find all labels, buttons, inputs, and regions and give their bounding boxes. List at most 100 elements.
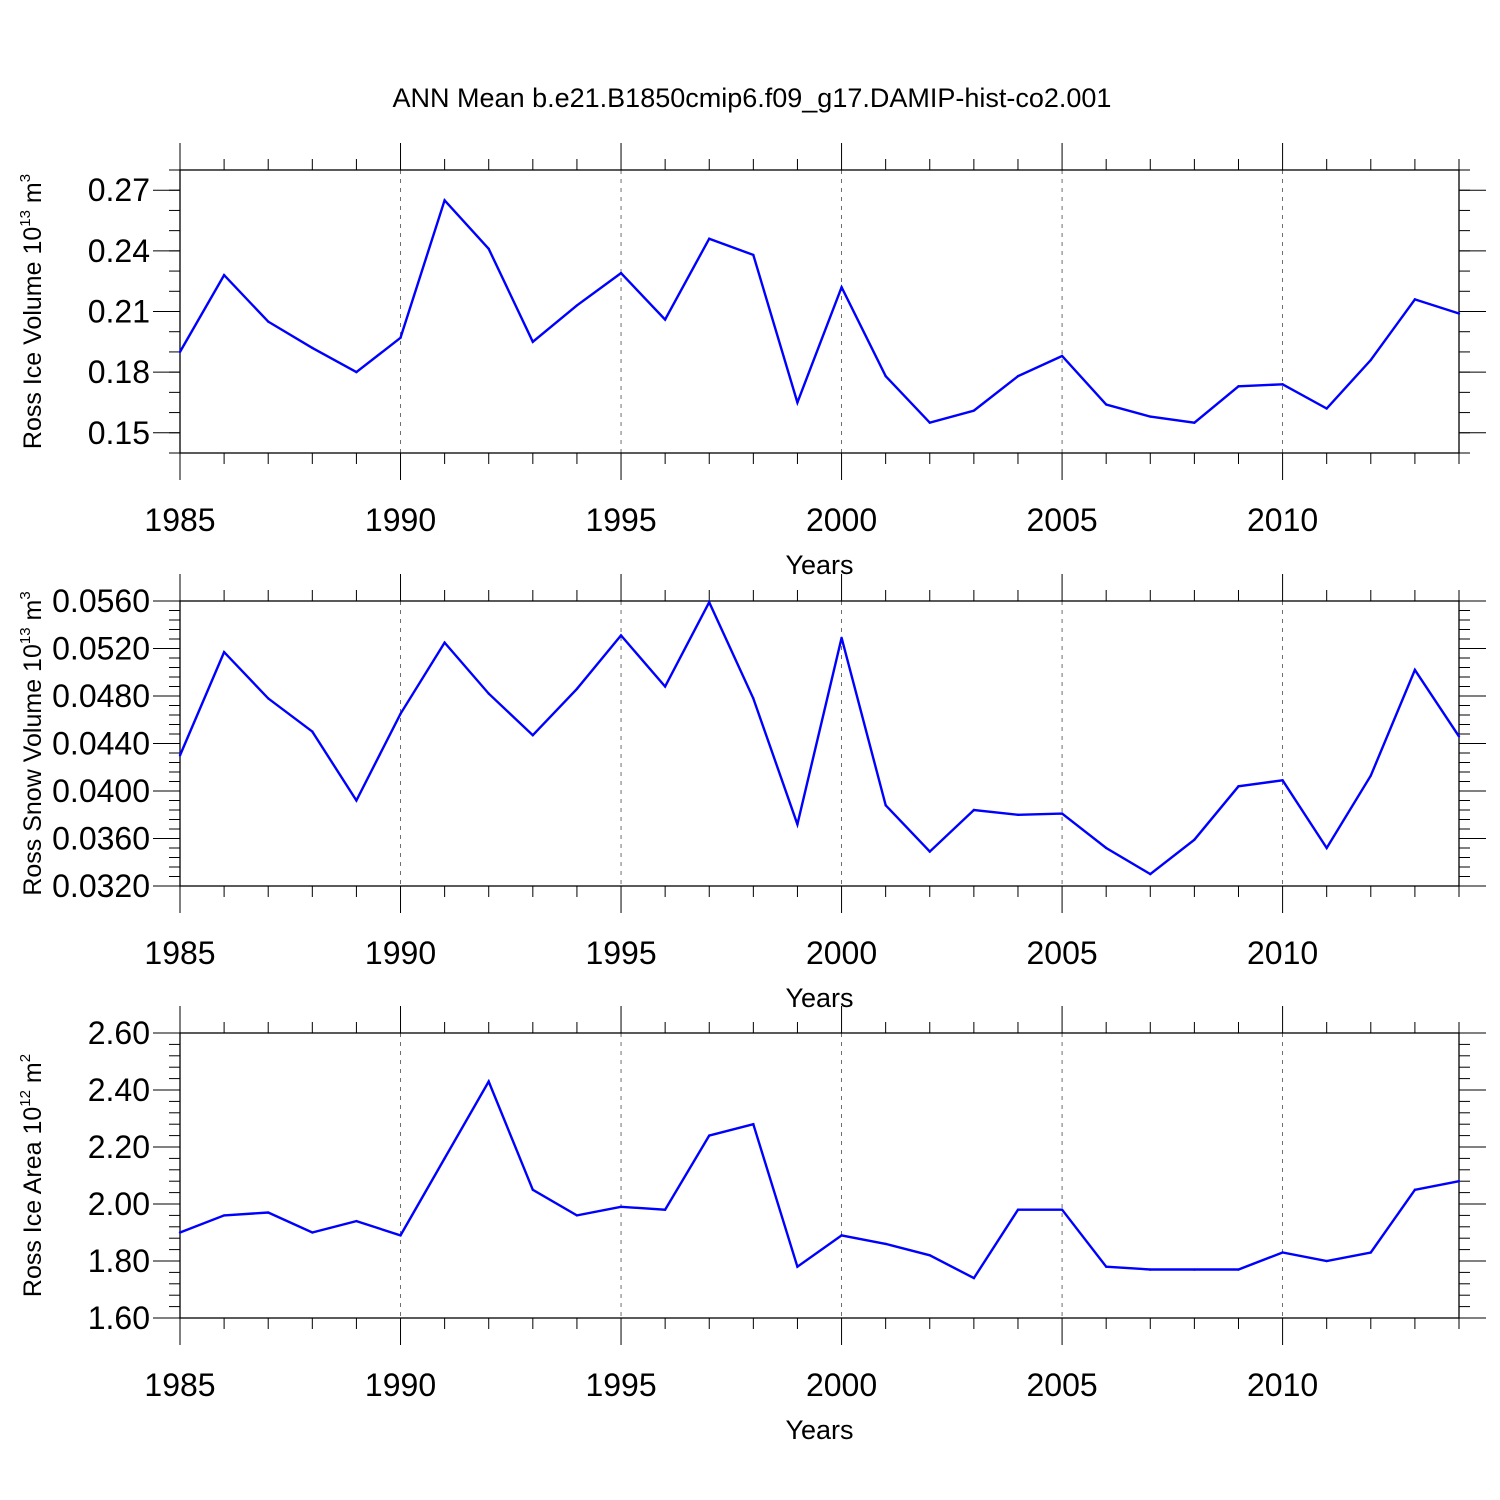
data-point [311, 1231, 314, 1234]
plot-frame [179, 600, 1460, 887]
data-point [1060, 354, 1064, 358]
y-axis-label-text: Ross Ice Volume 10 [19, 227, 47, 449]
y-tick-label: 2.20 [88, 1129, 150, 1165]
data-point [796, 401, 799, 404]
x-axis-label: Years [785, 983, 853, 1013]
y-axis-label-text: Ross Snow Volume 10 [19, 644, 47, 896]
data-point [531, 340, 535, 344]
data-point [1325, 1259, 1328, 1263]
x-tick-label: 1990 [365, 502, 436, 538]
data-point [928, 421, 931, 424]
data-point [1237, 1268, 1240, 1271]
data-point [1457, 735, 1461, 738]
data-point [663, 318, 667, 321]
data-point [1016, 1208, 1020, 1211]
x-tick-label: 2005 [1026, 935, 1097, 971]
y-tick-label: 2.00 [88, 1186, 150, 1222]
data-point [575, 304, 579, 307]
data-point [1281, 1251, 1284, 1254]
data-point [663, 685, 667, 688]
data-point [619, 1205, 623, 1209]
series-line [178, 197, 1460, 425]
data-point [1193, 838, 1196, 841]
y-axis-label-unit-exponent: 2 [17, 1054, 34, 1062]
data-point [752, 1123, 755, 1126]
y-tick-label: 0.0360 [52, 821, 150, 857]
data-point [840, 1234, 843, 1237]
y-tick-label: 0.24 [88, 233, 150, 269]
data-point [355, 370, 358, 374]
data-point [1104, 846, 1108, 850]
y-axis-label-exponent: 13 [17, 210, 34, 227]
x-tick-label: 2000 [806, 1367, 877, 1403]
data-point [355, 799, 358, 802]
data-point [1149, 415, 1152, 418]
data-point [972, 808, 976, 812]
x-tick-label: 2005 [1026, 1367, 1097, 1403]
panel-2: 1985 1990 1995 2000 2005 2010 Years 0.0320 0.036… [17, 574, 1486, 1013]
data-point [1193, 421, 1196, 424]
y-tick-label: 0.0440 [52, 726, 150, 762]
data-point [972, 1276, 976, 1280]
data-point [1016, 374, 1020, 378]
data-point [1016, 813, 1020, 816]
data-point [487, 1080, 490, 1083]
x-axis-label: Years [785, 1415, 853, 1445]
data-point [1237, 385, 1240, 388]
data-point [1413, 668, 1417, 672]
y-tick-label: 0.0480 [52, 678, 150, 714]
data-point [443, 641, 446, 644]
data-point [752, 253, 755, 257]
data-point [311, 730, 314, 733]
y-axis-label-unit-exponent: 3 [17, 591, 34, 599]
data-point [575, 687, 579, 691]
data-point [1149, 1268, 1152, 1271]
data-point [267, 320, 270, 323]
data-point [1281, 779, 1284, 782]
data-point [884, 374, 887, 378]
data-point [663, 1208, 667, 1211]
y-tick-label: 0.21 [88, 294, 150, 330]
data-point [1193, 1268, 1196, 1271]
y-axis-label-unit-exponent: 3 [17, 174, 34, 182]
plot-frame [179, 1032, 1460, 1319]
series-line [178, 599, 1461, 876]
data-point [1457, 312, 1461, 315]
y-tick-label: 0.0520 [52, 631, 150, 667]
data-point [840, 636, 843, 640]
data-point [399, 336, 402, 339]
y-tick-label: 2.60 [88, 1015, 150, 1051]
data-point [222, 1214, 226, 1217]
data-point [884, 1242, 887, 1246]
data-point [1369, 1251, 1372, 1254]
x-tick-label: 1985 [144, 502, 215, 538]
panel-3: 1985 1990 1995 2000 2005 2010 Years 1.60 1.80 2.0… [17, 1006, 1486, 1445]
panel-1: 1985 1990 1995 2000 2005 2010 Years 0.15 0.18 0.2… [17, 143, 1486, 580]
data-point [575, 1214, 579, 1217]
y-tick-label: 1.80 [88, 1243, 150, 1279]
y-axis-label-unit: m [19, 182, 47, 210]
y-tick-label: 0.18 [88, 354, 150, 390]
data-point [1149, 872, 1152, 876]
data-point [399, 1234, 402, 1237]
x-tick-label: 1990 [365, 935, 436, 971]
data-point [1457, 1180, 1461, 1183]
data-point [399, 712, 402, 716]
data-point [487, 247, 490, 251]
y-tick-label: 0.0320 [52, 868, 150, 904]
y-axis-label: Ross Ice Area 1012 m2 [17, 1054, 47, 1297]
data-point [619, 271, 623, 275]
data-point [1413, 1188, 1417, 1191]
x-tick-label: 2005 [1026, 502, 1097, 538]
data-point [1369, 774, 1372, 777]
data-point [222, 273, 226, 277]
plot-frame [179, 169, 1460, 454]
y-axis-label-text: Ross Ice Area 10 [19, 1107, 47, 1297]
x-tick-label: 2000 [806, 502, 877, 538]
y-tick-label: 0.27 [88, 172, 150, 208]
y-axis-label-exponent: 12 [17, 1090, 34, 1107]
x-tick-label: 2010 [1247, 1367, 1318, 1403]
data-point [708, 1134, 711, 1137]
data-point [1281, 383, 1284, 386]
